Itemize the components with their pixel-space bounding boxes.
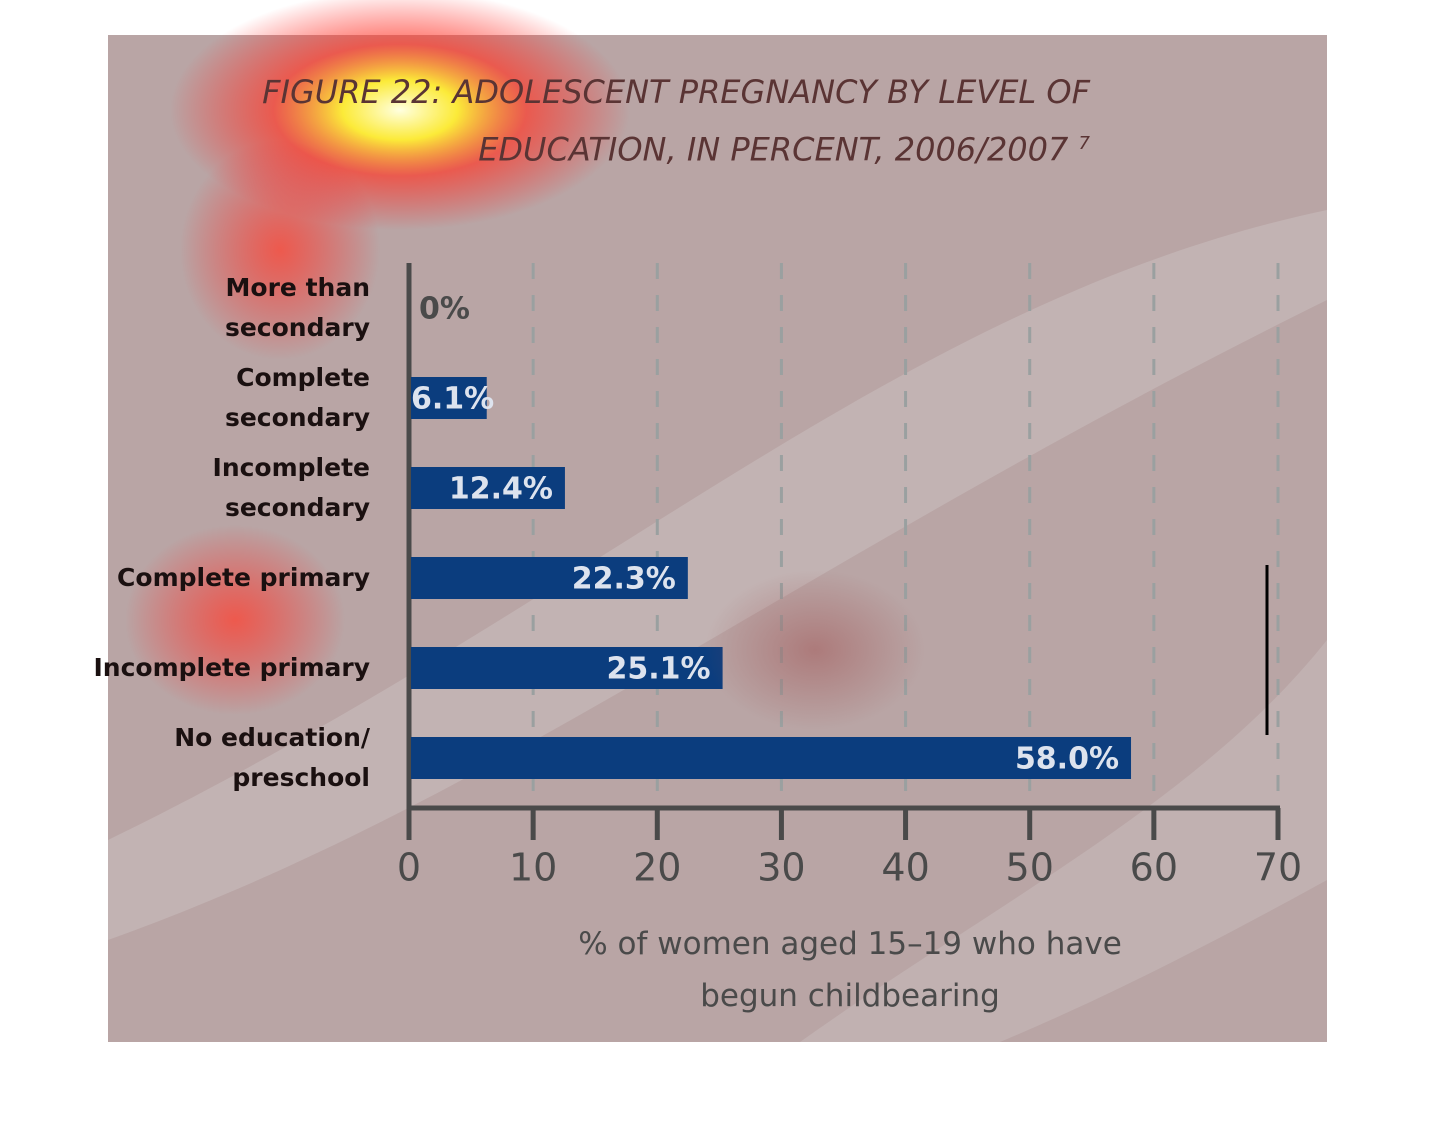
- value-label: 6.1%: [411, 382, 494, 417]
- y-tick-label: More than secondary: [224, 273, 370, 342]
- heatmap-blob: [180, 140, 380, 360]
- value-label: 22.3%: [572, 562, 676, 597]
- heatmap-blob: [125, 525, 345, 715]
- x-tick-label: 30: [757, 846, 805, 890]
- title-note: 7: [1078, 133, 1090, 154]
- x-tick-label: 50: [1006, 846, 1054, 890]
- x-tick-label: 70: [1254, 846, 1302, 890]
- bar: [411, 737, 1132, 779]
- x-tick-label: 0: [397, 846, 421, 890]
- background-swirl: [800, 640, 1327, 1042]
- y-tick-label: Complete secondary: [224, 363, 370, 432]
- y-tick-label: Incomplete primary: [93, 653, 370, 682]
- chart-title: FIGURE 22: ADOLESCENT PREGNANCY BY LEVEL…: [150, 66, 1090, 176]
- heatmap-blob: [705, 570, 925, 730]
- x-tick-label: 60: [1130, 846, 1178, 890]
- x-axis-label: % of women aged 15–19 who have begun chi…: [578, 926, 1122, 1014]
- value-label: 0%: [419, 292, 470, 327]
- y-tick-label: Incomplete secondary: [212, 453, 370, 522]
- title-text: FIGURE 22: ADOLESCENT PREGNANCY BY LEVEL…: [262, 73, 1090, 169]
- bar: [411, 467, 565, 509]
- x-tick-label: 20: [633, 846, 681, 890]
- y-tick-label: No education/ preschool: [174, 723, 370, 792]
- bar: [411, 557, 688, 599]
- y-tick-label: Complete primary: [117, 563, 370, 592]
- value-label: 58.0%: [1015, 742, 1119, 777]
- x-tick-label: 40: [881, 846, 929, 890]
- value-label: 25.1%: [607, 652, 711, 687]
- bar: [411, 647, 723, 689]
- bar: [411, 377, 487, 419]
- x-tick-label: 10: [509, 846, 557, 890]
- value-label: 12.4%: [449, 472, 553, 507]
